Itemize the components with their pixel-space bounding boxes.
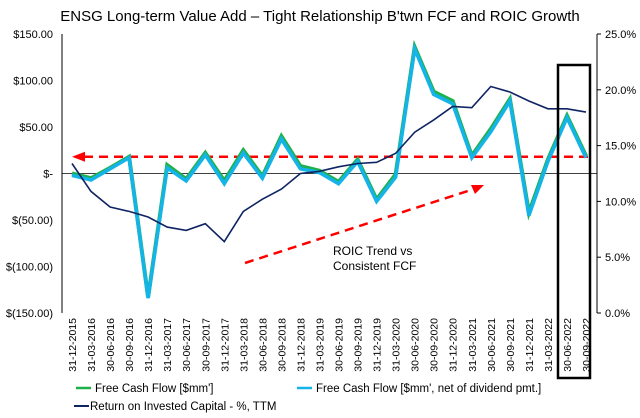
annotations-back	[72, 151, 590, 265]
x-tick-label: 31-03-2022	[543, 318, 555, 372]
horizontal-arrow-head	[72, 151, 85, 162]
x-tick-label: 30-09-2016	[124, 318, 136, 372]
left-tick-label: $150.00	[13, 29, 53, 41]
x-tick-label: 31-12-2017	[219, 318, 231, 372]
left-tick-label: $100.00	[13, 76, 53, 88]
right-tick-label: 5.0%	[605, 252, 630, 264]
right-axis: 25.0% 20.0% 15.0% 10.0% 5.0% 0.0%	[596, 29, 636, 320]
x-tick-label: 31-03-2021	[467, 318, 479, 372]
x-tick-label: 30-06-2018	[257, 318, 269, 372]
x-tick-label: 30-06-2021	[486, 318, 498, 372]
right-tick-label: 15.0%	[605, 141, 636, 153]
x-tick-label: 30-09-2021	[505, 318, 517, 372]
legend-entry-fcf: Free Cash Flow [$mm']	[76, 383, 214, 395]
x-tick-label: 30-09-2019	[353, 318, 365, 372]
legend-entry-roic: Return on Invested Capital - %, TTM	[74, 401, 276, 413]
x-tick-label: 31-12-2015	[67, 318, 79, 372]
x-tick-label: 30-06-2016	[105, 318, 117, 372]
x-tick-label: 30-06-2017	[181, 318, 193, 372]
right-tick-label: 10.0%	[605, 196, 636, 208]
x-axis: 31-12-2015 31-03-2016 30-06-2016 30-09-2016…	[62, 173, 597, 372]
highlight-box	[556, 63, 592, 380]
x-tick-label: 31-03-2020	[391, 318, 403, 372]
x-tick-label: 30-09-2020	[429, 318, 441, 372]
x-tick-label: 31-03-2017	[162, 318, 174, 372]
x-tick-label: 31-12-2021	[524, 318, 536, 372]
x-tick-label: 30-06-2020	[410, 318, 422, 372]
annotation-text-line-2: Consistent FCF	[333, 259, 416, 273]
left-tick-label: $(150.00)	[6, 308, 53, 320]
x-tick-label: 30-09-2018	[276, 318, 288, 372]
left-axis: $150.00 $100.00 $50.00 $- $(50.00) $(100.00) $…	[6, 29, 63, 320]
series-fcf-net-line	[71, 42, 588, 299]
x-tick-label: 31-12-2019	[372, 318, 384, 372]
legend-label-fcf-net: Free Cash Flow [$mm', net of dividend pm…	[316, 383, 541, 395]
x-tick-label: 31-12-2018	[295, 318, 307, 372]
left-tick-label: $(50.00)	[12, 215, 53, 227]
x-tick-label: 31-12-2020	[448, 318, 460, 372]
series-layer	[71, 39, 588, 299]
left-tick-label: $50.00	[19, 122, 53, 134]
x-tick-label: 30-06-2022	[562, 318, 574, 372]
legend: Free Cash Flow [$mm'] Free Cash Flow [$m…	[74, 383, 541, 413]
left-tick-label: $-	[43, 169, 53, 181]
diagonal-arrow-head	[471, 185, 484, 194]
x-tick-label: 30-09-2017	[200, 318, 212, 372]
legend-entry-fcf-net: Free Cash Flow [$mm', net of dividend pm…	[297, 383, 541, 395]
x-tick-label: 31-12-2016	[143, 318, 155, 372]
right-tick-label: 20.0%	[605, 85, 636, 97]
right-tick-label: 0.0%	[605, 308, 630, 320]
legend-label-fcf: Free Cash Flow [$mm']	[95, 383, 214, 395]
x-tick-label: 31-03-2018	[238, 318, 250, 372]
x-tick-label: 31-03-2019	[314, 318, 326, 372]
annotation-text-line-1: ROIC Trend vs	[333, 244, 412, 258]
diagonal-dashed-arrow	[244, 187, 475, 265]
x-tick-label: 30-06-2019	[334, 318, 346, 372]
x-tick-label: 31-03-2016	[86, 318, 98, 372]
chart-title: ENSG Long-term Value Add – Tight Relatio…	[60, 8, 580, 25]
series-roic-line	[71, 85, 587, 243]
legend-label-roic: Return on Invested Capital - %, TTM	[90, 401, 276, 413]
right-tick-label: 25.0%	[605, 29, 636, 41]
annotations-front	[556, 63, 592, 380]
left-tick-label: $(100.00)	[6, 262, 53, 274]
